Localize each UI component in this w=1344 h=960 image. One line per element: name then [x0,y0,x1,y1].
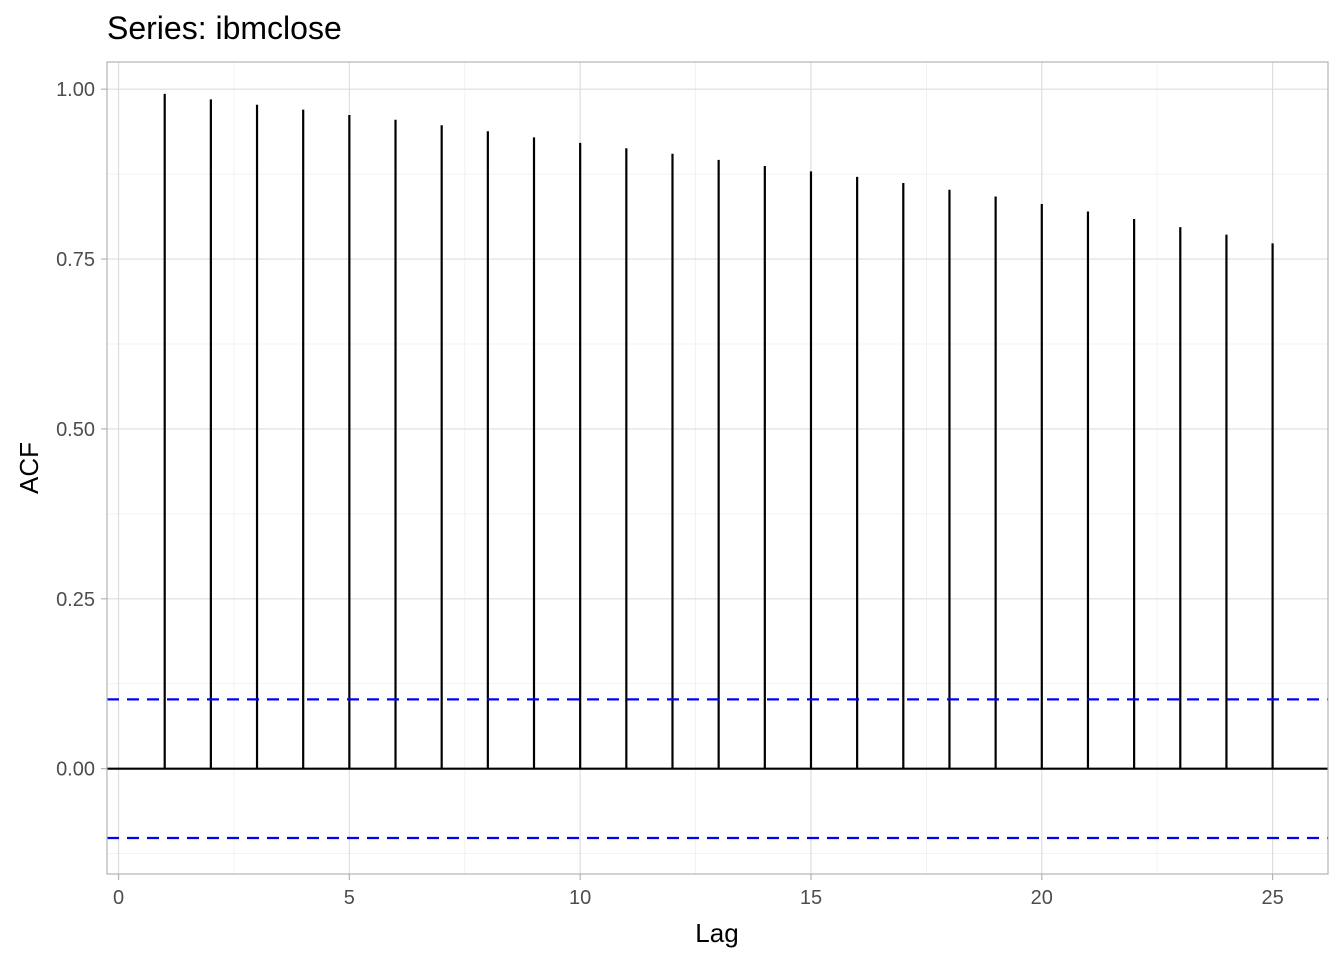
y-tick-label: 0.25 [56,589,95,611]
major-gridlines [107,62,1328,874]
confidence-bounds [107,698,1328,840]
y-axis-title: ACF [14,442,44,494]
panel-border [106,61,1329,875]
y-tick-label: 0.00 [56,759,95,781]
x-tick-label: 0 [113,887,124,909]
x-tick-label: 20 [1031,887,1053,909]
y-tick-label: 1.00 [56,79,95,101]
x-axis-ticks: 0 5 10 15 20 25 [113,874,1284,909]
x-tick-label: 10 [569,887,591,909]
y-axis-ticks: 0.00 0.25 0.50 0.75 1.00 [56,79,107,781]
minor-gridlines [107,62,1328,874]
acf-bars [163,93,1274,769]
x-tick-label: 15 [800,887,822,909]
chart-title: Series: ibmclose [107,10,342,46]
x-tick-label: 25 [1261,887,1283,909]
y-tick-label: 0.75 [56,249,95,271]
x-axis-title: Lag [695,918,738,948]
x-tick-label: 5 [344,887,355,909]
y-tick-label: 0.50 [56,419,95,441]
